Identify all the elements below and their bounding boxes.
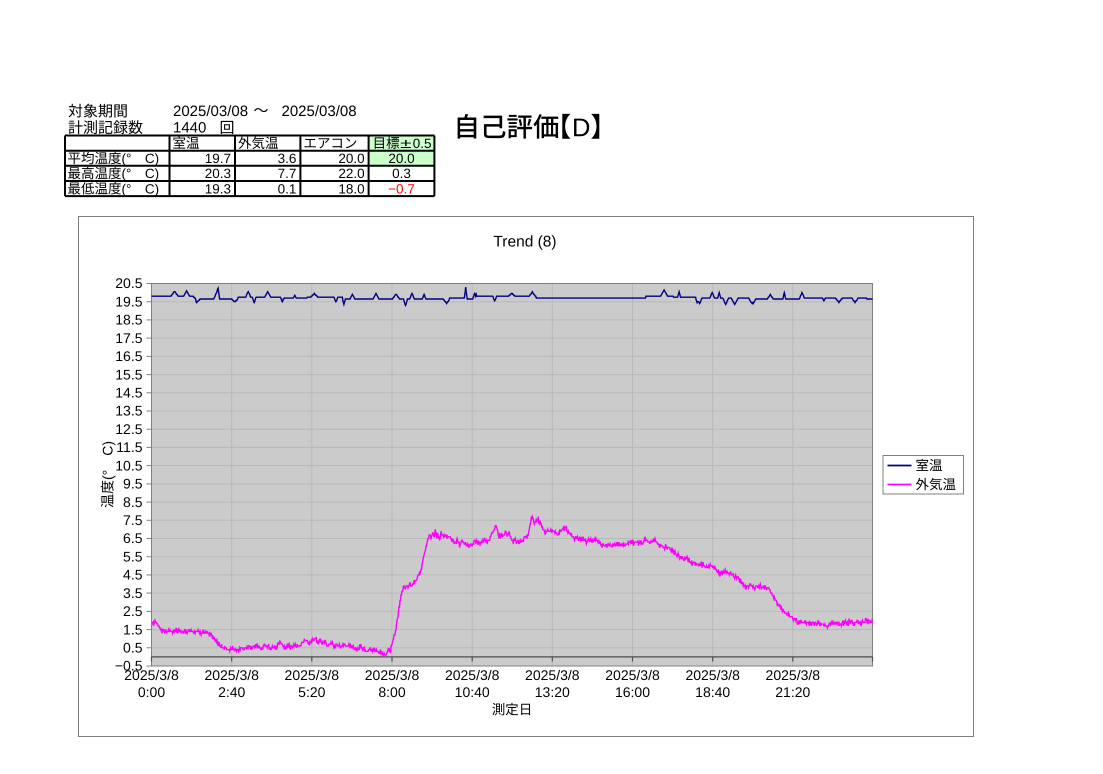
svg-text:2.5: 2.5 — [123, 603, 143, 619]
svg-text:13.5: 13.5 — [115, 403, 142, 419]
svg-text:(° C): (° C) — [100, 441, 116, 480]
svg-text:Trend (8): Trend (8) — [493, 234, 556, 251]
svg-text:19.7: 19.7 — [205, 151, 231, 166]
svg-text:0.3: 0.3 — [392, 166, 411, 181]
svg-text:15.5: 15.5 — [115, 366, 142, 382]
svg-text:14.5: 14.5 — [115, 385, 142, 401]
svg-text:(° C): (° C) — [122, 181, 160, 196]
svg-text:20.5: 20.5 — [115, 275, 142, 291]
svg-text:(° C): (° C) — [122, 166, 160, 181]
svg-text:2025/3/8: 2025/3/8 — [445, 667, 500, 683]
svg-text:2025/3/8: 2025/3/8 — [766, 667, 821, 683]
svg-text:19.5: 19.5 — [115, 293, 142, 309]
svg-text:(° C): (° C) — [122, 151, 160, 166]
svg-text:2025/03/08: 2025/03/08 — [173, 103, 248, 120]
svg-text:1.5: 1.5 — [123, 621, 143, 637]
svg-text:8.5: 8.5 — [123, 494, 143, 510]
svg-text:20.0: 20.0 — [388, 151, 414, 166]
svg-text:2025/3/8: 2025/3/8 — [605, 667, 660, 683]
svg-text:18.5: 18.5 — [115, 312, 142, 328]
svg-text:2025/03/08: 2025/03/08 — [282, 103, 357, 120]
svg-text:7.5: 7.5 — [123, 512, 143, 528]
svg-text:18.0: 18.0 — [338, 181, 364, 196]
svg-text:3.5: 3.5 — [123, 585, 143, 601]
svg-text:19.3: 19.3 — [205, 181, 231, 196]
svg-text:17.5: 17.5 — [115, 330, 142, 346]
svg-text:1440: 1440 — [173, 119, 206, 136]
svg-text:2025/3/8: 2025/3/8 — [525, 667, 580, 683]
svg-text:−0.5: −0.5 — [115, 658, 143, 674]
svg-text:0.1: 0.1 — [278, 181, 297, 196]
svg-text:22.0: 22.0 — [338, 166, 364, 181]
svg-text:10.5: 10.5 — [115, 457, 142, 473]
svg-text:16.5: 16.5 — [115, 348, 142, 364]
svg-text:0.5: 0.5 — [123, 640, 143, 656]
svg-text:11.5: 11.5 — [116, 439, 142, 455]
svg-text:±: ± — [400, 136, 412, 151]
svg-text:9.5: 9.5 — [123, 476, 143, 492]
svg-text:−0.7: −0.7 — [388, 181, 415, 196]
svg-text:2025/3/8: 2025/3/8 — [124, 667, 179, 683]
svg-text:5.5: 5.5 — [123, 548, 143, 564]
svg-text:2025/3/8: 2025/3/8 — [285, 667, 340, 683]
svg-text:10:40: 10:40 — [455, 684, 490, 700]
svg-text:8:00: 8:00 — [378, 684, 405, 700]
svg-text:18:40: 18:40 — [695, 684, 730, 700]
svg-text:20.0: 20.0 — [338, 151, 364, 166]
svg-text:5:20: 5:20 — [298, 684, 325, 700]
svg-text:0.5: 0.5 — [413, 136, 432, 151]
svg-text:2:40: 2:40 — [218, 684, 245, 700]
svg-text:0:00: 0:00 — [138, 684, 165, 700]
svg-text:2025/3/8: 2025/3/8 — [685, 667, 740, 683]
svg-text:2025/3/8: 2025/3/8 — [204, 667, 259, 683]
svg-text:6.5: 6.5 — [123, 530, 143, 546]
svg-text:13:20: 13:20 — [535, 684, 570, 700]
svg-text:12.5: 12.5 — [115, 421, 142, 437]
svg-text:7.7: 7.7 — [278, 166, 297, 181]
svg-text:16:00: 16:00 — [615, 684, 650, 700]
svg-text:20.3: 20.3 — [205, 166, 231, 181]
svg-text:4.5: 4.5 — [123, 567, 143, 583]
svg-text:2025/3/8: 2025/3/8 — [365, 667, 420, 683]
svg-text:21:20: 21:20 — [775, 684, 810, 700]
svg-text:3.6: 3.6 — [278, 151, 297, 166]
